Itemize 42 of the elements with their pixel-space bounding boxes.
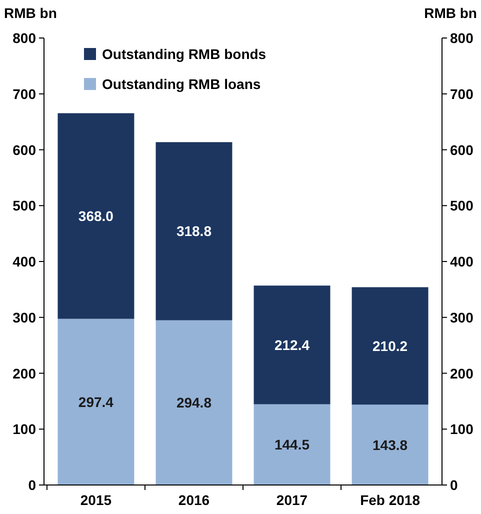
y2-tick-label: 600 bbox=[450, 142, 474, 158]
x-tick-label: Feb 2018 bbox=[360, 492, 420, 508]
y-tick-label: 700 bbox=[12, 86, 36, 102]
data-label: 297.4 bbox=[78, 394, 114, 410]
y2-tick-label: 700 bbox=[450, 86, 474, 102]
y-tick-label: 100 bbox=[12, 421, 36, 438]
data-label: 210.2 bbox=[372, 338, 408, 354]
x-tick-label: 2015 bbox=[80, 492, 112, 508]
bar bbox=[352, 287, 428, 405]
bar bbox=[156, 142, 232, 320]
y-tick-label: 800 bbox=[12, 30, 36, 46]
data-label: 318.8 bbox=[176, 223, 212, 240]
data-label: 294.8 bbox=[176, 394, 212, 411]
legend-label: Outstanding RMB bonds bbox=[102, 46, 266, 62]
y-tick-label: 500 bbox=[12, 198, 36, 214]
bar bbox=[156, 320, 232, 485]
y-tick-label: 300 bbox=[12, 309, 36, 326]
y-axis-title: RMB bn bbox=[4, 5, 57, 21]
y-tick-label: 0 bbox=[28, 477, 36, 493]
bar bbox=[254, 286, 330, 404]
data-label: 144.5 bbox=[274, 436, 310, 453]
y2-tick-label: 400 bbox=[450, 254, 474, 270]
y2-tick-label: 200 bbox=[450, 365, 474, 382]
data-label: 368.0 bbox=[78, 208, 114, 224]
y2-axis-title: RMB bn bbox=[424, 5, 477, 21]
y-tick-label: 200 bbox=[12, 365, 36, 382]
y2-tick-label: 100 bbox=[450, 421, 474, 438]
bar bbox=[58, 113, 134, 319]
x-tick-label: 2017 bbox=[276, 492, 308, 508]
y-tick-label: 600 bbox=[12, 142, 36, 158]
data-label: 212.4 bbox=[274, 336, 310, 353]
y2-tick-label: 500 bbox=[450, 198, 474, 214]
y2-tick-label: 300 bbox=[450, 309, 474, 326]
legend-label: Outstanding RMB loans bbox=[102, 76, 261, 92]
y2-tick-label: 0 bbox=[450, 477, 458, 493]
bar bbox=[254, 404, 330, 485]
x-tick-label: 2016 bbox=[178, 492, 210, 508]
y-tick-label: 400 bbox=[12, 254, 36, 270]
data-label: 143.8 bbox=[372, 436, 408, 453]
bar bbox=[352, 404, 428, 485]
bar bbox=[58, 318, 134, 485]
y2-tick-label: 800 bbox=[450, 30, 474, 46]
